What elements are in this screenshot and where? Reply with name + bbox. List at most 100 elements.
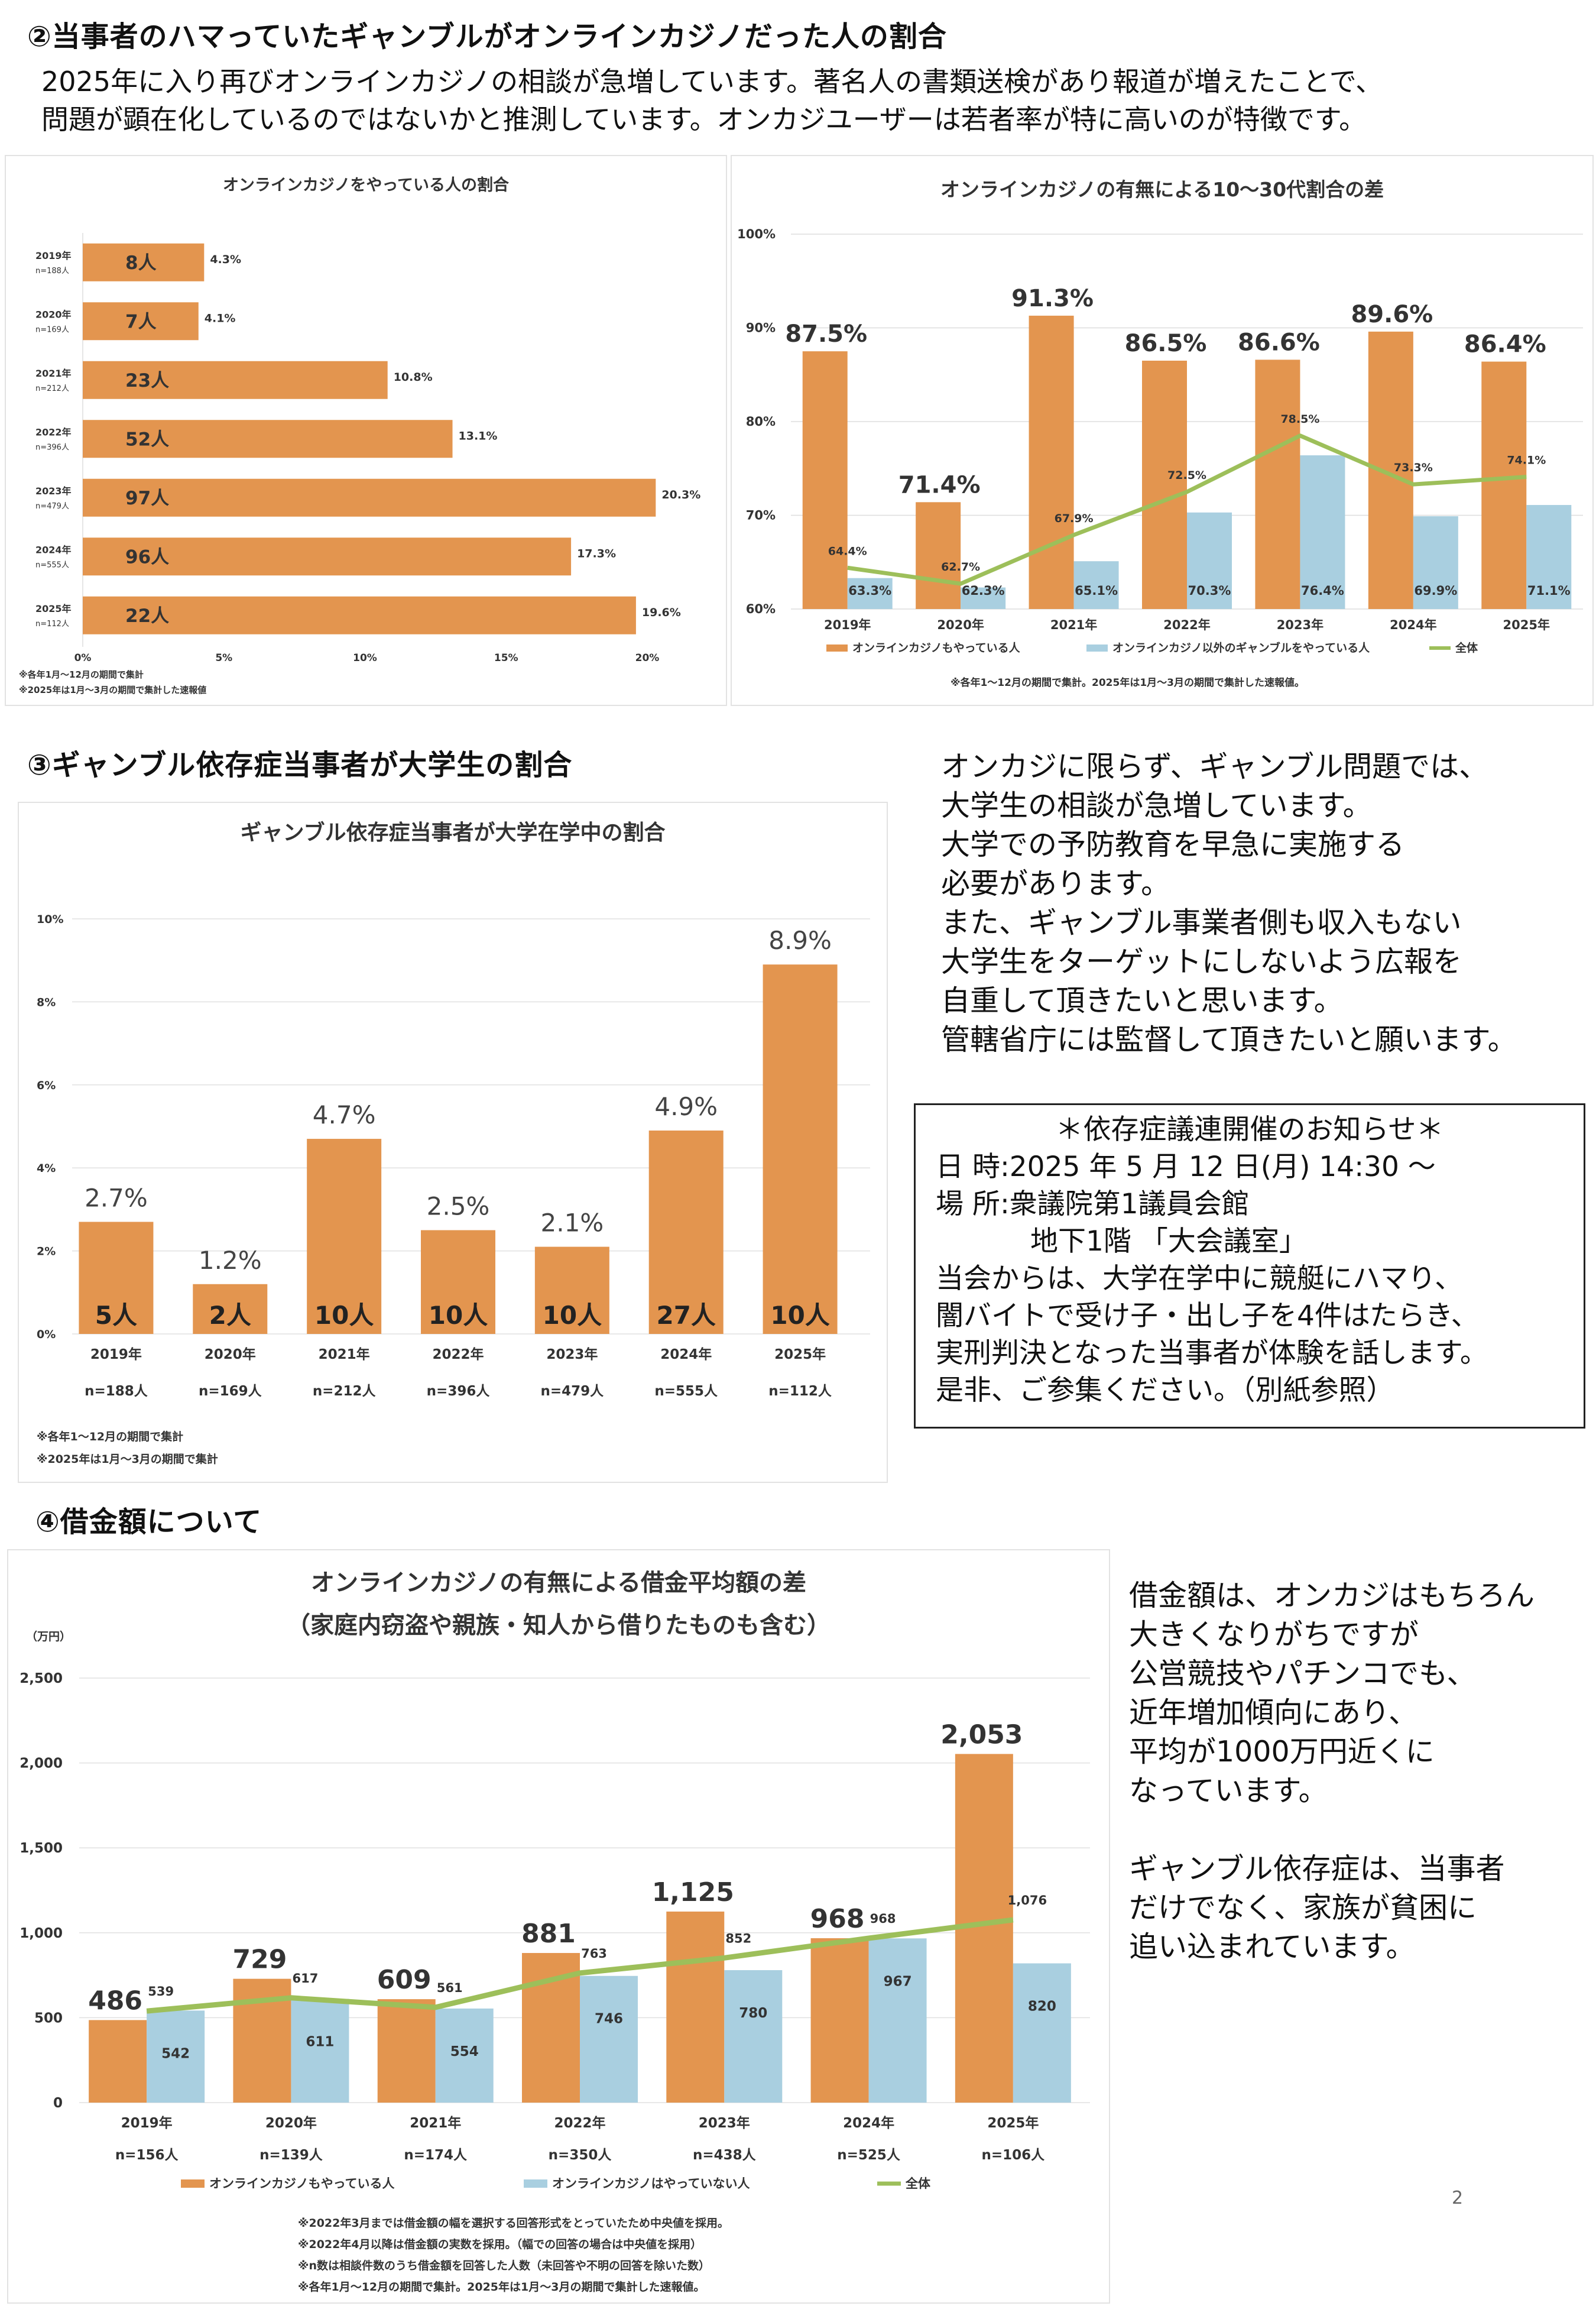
n-label: n=212人 [35,384,69,393]
side-text-line: 近年増加傾向にあり、 [1129,1696,1418,1730]
category-label: 2020年 [35,309,72,320]
bar-no-online [291,1999,349,2103]
side-text-line: だけでなく、家族が貧困に [1129,1891,1477,1925]
chart1-svg: オンラインカジノをやっている人の割合 0% 5% 10% 15% 20% 2019年 n=18… [19,176,700,695]
value-label-online: 486 [88,1986,142,2016]
bar [534,1246,609,1334]
side-text-line: 借金額は、オンカジはもちろん [1129,1579,1535,1612]
note: ※2025年は1月～3月の期間で集計 [37,1452,218,1466]
note: ※各年1～12月の期間で集計。2025年は1月～3月の期間で集計した速報値。 [951,676,1305,689]
bar-online [1481,361,1527,609]
category-label: 2022年 [554,2115,605,2131]
notice-text: 当会からは、大学在学中に競艇にハマり、 [936,1262,1463,1295]
value-label-other: 69.9% [1414,584,1457,598]
section2-title: ②当事者のハマっていたギャンブルがオンラインカジノだった人の割合 [27,20,947,53]
value-label-other: 70.3% [1188,584,1231,598]
notice-box: ＊依存症議連開催のお知らせ＊ 日 時:2025 年 5 月 12 日(月) 14… [914,1103,1585,1429]
bar-online [377,1999,436,2103]
bar-online [810,1938,869,2103]
value-label-total: 561 [437,1981,463,1995]
value-label-total: 74.1% [1507,454,1546,467]
n-label: n=156人 [115,2148,179,2163]
side-text-line [1129,1811,1590,1850]
bar [193,1284,268,1334]
value-label: 19.6% [642,606,681,619]
bar-online [1029,315,1074,609]
legend-label: オンラインカジノもやっている人 [209,2177,395,2191]
y-tick-label: 60% [746,602,776,616]
value-label-no-online: 780 [739,2006,767,2021]
chart-title: ギャンブル依存症当事者が大学在学中の割合 [241,820,666,845]
section4-side-text: 借金額は、オンカジはもちろん 大きくなりがちですが 公営競技やパチンコでも、 近年増加… [1129,1576,1590,1967]
bar-online [666,1911,725,2103]
side-text-line: 大学生の相談が急増しています。 [941,789,1372,822]
bar-no-online [868,1938,927,2103]
value-label: 10.8% [394,371,433,384]
bar-online [802,351,848,609]
value-label-total: 852 [725,1931,751,1945]
category-label: 2020年 [205,1346,256,1362]
value-label-total: 763 [581,1947,607,1961]
n-label: n=396人 [427,1384,491,1399]
category-label: 2025年 [1503,618,1550,632]
value-label-online: 1,125 [652,1877,734,1907]
value-label-online: 89.6% [1351,301,1433,328]
value-label: 4.9% [654,1092,718,1121]
value-label-no-online: 554 [450,2044,479,2059]
n-label: n=106人 [982,2148,1046,2163]
bar-count-label: 22人 [125,605,169,627]
y-tick-label: 8% [37,996,56,1009]
y-tick-label: 2,500 [20,1671,63,1686]
n-label: n=169人 [199,1384,262,1399]
bar-count-label: 52人 [125,429,169,450]
value-label-online: 86.6% [1238,329,1320,356]
value-label-other: 65.1% [1075,584,1118,598]
value-label-no-online: 820 [1028,1999,1056,2014]
category-label: 2019年 [35,250,72,261]
notice-heading: ＊依存症議連開催のお知らせ＊ [1055,1113,1444,1146]
value-label-online: 91.3% [1011,285,1094,312]
bar [83,361,388,399]
n-label: n=350人 [549,2148,612,2163]
notice-text: 実刑判決となった当事者が体験を話します。 [936,1337,1488,1369]
x-tick-label: 5% [215,652,232,664]
n-label: n=169人 [35,325,69,334]
category-label: 2021年 [319,1346,370,1362]
chart3-svg: ギャンブル依存症当事者が大学在学中の割合 0% 2% 4% 6% 8% 10% 2.7% 5人 2… [37,820,870,1466]
x-tick-label: 10% [353,652,377,664]
category-label: 2022年 [35,426,72,438]
category-label: 2025年 [987,2115,1039,2131]
n-label: n=438人 [693,2148,757,2163]
n-label: n=212人 [313,1384,377,1399]
value-label: 4.1% [205,312,236,325]
section3-side-text: オンカジに限らず、ギャンブル問題では、 大学生の相談が急増しています。 大学での予防… [941,747,1585,1060]
bar-other [1187,512,1232,609]
notice-text: 闇バイトで受け子・出し子を4件はたらき、 [936,1300,1479,1332]
category-label: 2022年 [1163,618,1210,632]
chart2-svg: オンラインカジノの有無による10～30代割合の差 60% 70% 80% 90% 100%… [737,178,1583,689]
bar-count-label: 97人 [125,488,169,509]
paragraph-line: 問題が顕在化しているのではないかと推測しています。オンカジユーザーは若者率が特に… [41,103,1367,135]
y-tick-label: 70% [746,509,776,523]
category-label: 2024年 [1390,618,1436,632]
category-label: 2019年 [824,618,871,632]
bar [83,243,205,281]
side-text-line: 平均が1000万円近くに [1129,1735,1435,1769]
bar-count-label: 2人 [209,1301,251,1330]
chart4-svg: オンラインカジノの有無による借金平均額の差 （家庭内窃盗や親族・知人から借りたもの… [20,1569,1090,2294]
value-label-total: 73.3% [1394,461,1433,474]
n-label: n=174人 [404,2148,468,2163]
note: ※各年1～12月の期間で集計 [37,1430,183,1443]
bar-other [1413,516,1458,609]
paragraph-line: 2025年に入り再びオンラインカジノの相談が急増しています。著名人の書類送検があ… [41,66,1383,98]
y-tick-label: 10% [37,913,63,926]
y-axis-unit: （万円） [26,1630,71,1643]
value-label: 17.3% [577,547,616,560]
note: ※各年1月～12月の期間で集計 [19,669,144,680]
legend-swatch [1086,644,1108,652]
category-label: 2023年 [699,2115,750,2131]
category-label: 2019年 [121,2115,173,2131]
legend-label: 全体 [1455,641,1478,655]
bar [307,1139,382,1334]
category-label: 2021年 [1050,618,1097,632]
